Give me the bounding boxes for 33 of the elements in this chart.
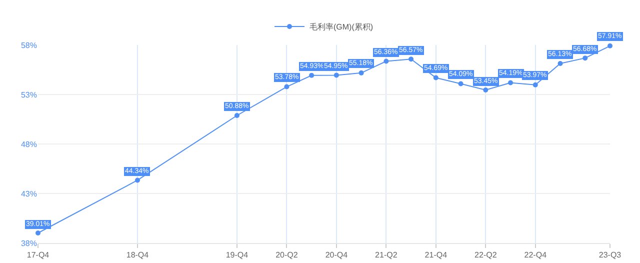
- point: [483, 88, 488, 93]
- point: [134, 178, 140, 183]
- point: [358, 70, 364, 76]
- x-tick-label: 22-Q2: [474, 250, 498, 260]
- y-tick-label: 53%: [20, 90, 37, 100]
- legend-label: 毛利率(GM)(累积): [310, 22, 374, 32]
- point: [532, 82, 538, 88]
- x-tick-label: 21-Q2: [375, 250, 398, 260]
- x-tick-label: 23-Q3: [598, 250, 622, 260]
- y-tick-label: 58%: [20, 40, 37, 50]
- point: [284, 84, 290, 90]
- point: [408, 56, 414, 62]
- point: [309, 72, 314, 78]
- x-tick-label: 17-Q4: [26, 250, 50, 260]
- x-tick-label: 20-Q2: [276, 250, 298, 260]
- x-tick-label: 18-Q4: [126, 250, 150, 260]
- point: [334, 72, 339, 78]
- point: [458, 81, 464, 86]
- point: [558, 61, 563, 66]
- x-tick-label: 20-Q4: [325, 250, 348, 260]
- point: [508, 80, 514, 86]
- point: [36, 230, 40, 236]
- y-tick-label: 38%: [20, 238, 37, 248]
- point: [608, 43, 612, 48]
- point: [384, 58, 389, 64]
- x-tick-label: 22-Q4: [524, 250, 548, 260]
- point: [582, 56, 588, 61]
- y-tick-label: 48%: [20, 140, 37, 149]
- x-tick-label: 21-Q4: [424, 250, 448, 260]
- point: [234, 112, 240, 118]
- x-tick-label: 19-Q4: [226, 250, 249, 260]
- y-tick-label: 43%: [20, 189, 37, 198]
- point: [433, 75, 438, 80]
